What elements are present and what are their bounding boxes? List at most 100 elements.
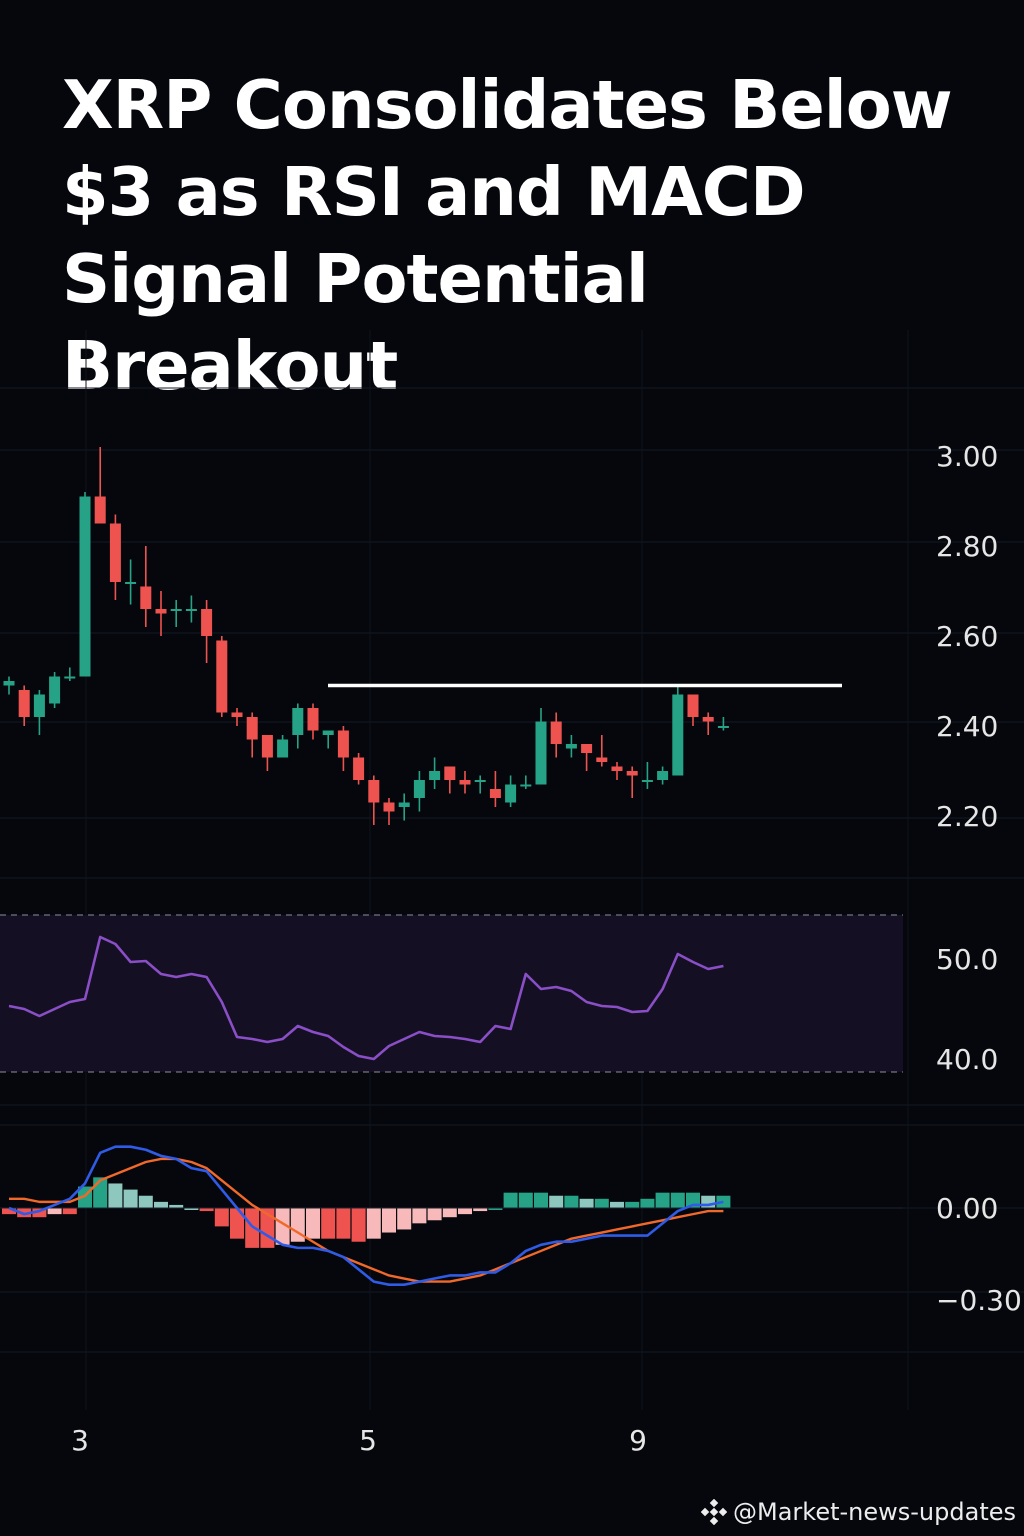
candle-body	[505, 784, 517, 803]
candle-body	[231, 712, 243, 717]
title-line-1: XRP Consolidates Below	[62, 66, 953, 144]
macd-histogram-bar	[169, 1204, 184, 1208]
title-line-2: $3 as RSI and MACD	[62, 153, 806, 231]
price-tick-label: 2.80	[936, 530, 998, 563]
candle-body	[33, 694, 45, 717]
price-tick-label: 2.40	[936, 710, 998, 743]
candle-body	[657, 771, 669, 780]
macd-histogram-bar	[351, 1208, 366, 1242]
candle-body	[125, 582, 137, 584]
macd-histogram-bar	[594, 1198, 609, 1208]
price-tick-label: 2.20	[936, 800, 998, 833]
rsi-line	[8, 935, 724, 1061]
candle-body	[398, 802, 410, 807]
macd-histogram-bar	[199, 1208, 214, 1212]
candle-body	[322, 730, 334, 735]
macd-histogram-bar	[123, 1189, 138, 1208]
macd-histogram-bar	[245, 1208, 260, 1248]
candle-body	[307, 708, 319, 731]
candle-body	[292, 708, 304, 735]
grid-lines	[0, 330, 1024, 1410]
candle-body	[353, 757, 365, 780]
page-title: XRP Consolidates Below $3 as RSI and MAC…	[62, 62, 1002, 410]
candle-body	[49, 676, 61, 704]
title-line-3: Signal Potential Breakout	[62, 240, 649, 405]
candle-body	[170, 609, 182, 611]
candle-body	[216, 640, 228, 713]
macd-histogram-bar	[670, 1192, 685, 1208]
macd-histogram-bar	[17, 1208, 32, 1218]
axis-labels: 3.00 2.80 2.60 2.40 2.20 50.0 40.0 0.00 −0.30 3 5 9	[71, 440, 1022, 1457]
macd-histogram-bar	[62, 1208, 77, 1215]
macd-histogram-bar	[47, 1208, 62, 1215]
macd-tick-label: 0.00	[936, 1192, 998, 1225]
candle-body	[489, 789, 501, 798]
rsi-tick-label: 40.0	[936, 1043, 998, 1076]
macd-histogram-bar	[625, 1201, 640, 1208]
candle-body	[79, 496, 91, 677]
candle-body	[550, 721, 562, 744]
macd-histogram-bar	[321, 1208, 336, 1239]
candle-body	[626, 771, 638, 776]
candle-body	[18, 690, 30, 717]
macd-histogram-bar	[427, 1208, 442, 1221]
candle-body	[717, 726, 729, 728]
macd-histogram-bar	[275, 1208, 290, 1245]
candle-body	[337, 730, 349, 758]
candle-body	[185, 609, 197, 611]
macd-histogram-bar	[503, 1192, 518, 1208]
candle-body	[474, 780, 486, 782]
macd-histogram-bar	[412, 1208, 427, 1224]
macd-histogram-bar	[579, 1198, 594, 1208]
candle-body	[565, 744, 577, 749]
rsi-band	[0, 915, 903, 1072]
macd-histogram-bar	[534, 1192, 548, 1208]
macd-panel	[0, 1145, 903, 1286]
candle-body	[246, 717, 258, 740]
candle-body	[429, 771, 441, 780]
macd-histogram-bar	[154, 1201, 168, 1208]
candle-body	[581, 744, 593, 753]
candle-body	[94, 496, 106, 524]
macd-histogram-bar	[108, 1183, 123, 1208]
macd-histogram-bar	[564, 1195, 579, 1208]
watermark: @Market-news-updates	[701, 1498, 1016, 1526]
candle-body	[3, 681, 15, 686]
candle-body	[201, 609, 213, 636]
macd-histogram-bar	[518, 1192, 533, 1208]
candle-body	[368, 780, 380, 803]
macd-histogram-bar	[382, 1208, 396, 1233]
candle-body	[277, 739, 289, 758]
watermark-text: @Market-news-updates	[733, 1498, 1016, 1526]
candle-body	[383, 802, 395, 812]
price-panel	[3, 447, 842, 825]
candle-body	[641, 780, 653, 782]
candle-body	[672, 694, 684, 776]
macd-histogram-bar	[32, 1208, 47, 1218]
macd-histogram-bar	[184, 1208, 199, 1210]
price-tick-label: 3.00	[936, 440, 998, 473]
x-tick-label: 9	[629, 1424, 647, 1457]
rsi-tick-label: 50.0	[936, 943, 998, 976]
candle-body	[535, 721, 547, 785]
candle-body	[611, 766, 623, 771]
macd-histogram-bar	[366, 1208, 381, 1239]
macd-histogram-bar	[214, 1208, 229, 1227]
candle-body	[596, 757, 608, 762]
binance-diamond-icon	[701, 1499, 727, 1525]
candle-body	[140, 586, 152, 609]
macd-histogram-bar	[442, 1208, 457, 1218]
candle-body	[64, 676, 76, 679]
macd-histogram-bar	[2, 1208, 16, 1215]
macd-histogram-bar	[397, 1208, 412, 1230]
macd-histogram-bar	[473, 1208, 488, 1212]
price-tick-label: 2.60	[936, 620, 998, 653]
candle-body	[687, 694, 699, 717]
candle-body	[702, 717, 714, 722]
macd-histogram-bar	[549, 1195, 564, 1208]
rsi-panel	[0, 914, 903, 1073]
macd-histogram-bar	[230, 1208, 244, 1239]
macd-histogram-bar	[610, 1201, 624, 1208]
candle-body	[413, 780, 425, 798]
